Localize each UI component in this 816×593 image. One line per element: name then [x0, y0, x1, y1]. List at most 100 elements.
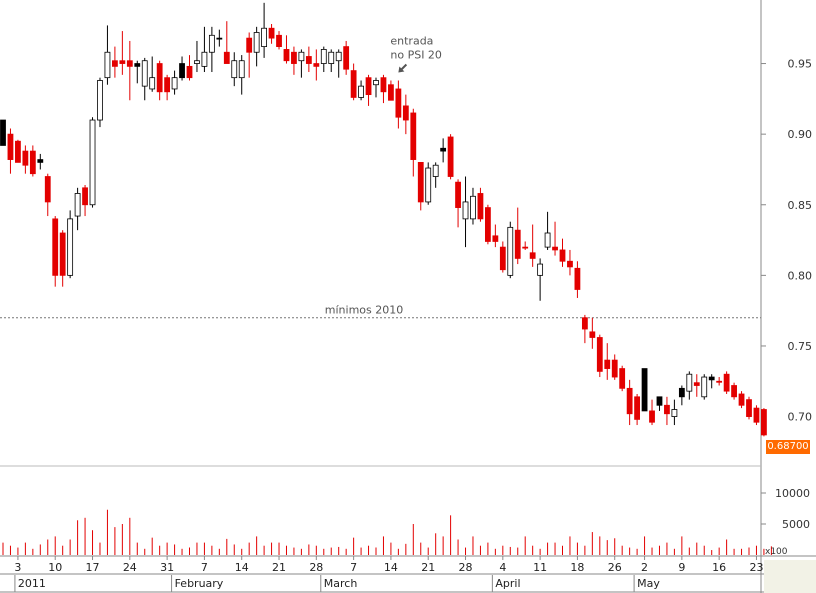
- candle-body: [723, 373, 730, 392]
- candle-body: [171, 77, 178, 90]
- candle-body: [484, 207, 491, 242]
- candle-body: [529, 252, 536, 259]
- candle-body: [738, 393, 745, 406]
- candle-body: [208, 34, 215, 53]
- candle-body: [649, 410, 655, 423]
- candle-body: [589, 331, 596, 338]
- candle-body: [52, 218, 59, 276]
- candle-body: [716, 380, 723, 383]
- candle-body: [626, 387, 633, 415]
- date-tick-label: 26: [608, 561, 622, 574]
- candle-body: [223, 51, 230, 64]
- date-tick-label: 10: [48, 561, 62, 574]
- date-tick-label: 24: [123, 561, 137, 574]
- candle-body: [507, 226, 514, 276]
- candle-body: [634, 396, 640, 420]
- candle-body: [417, 161, 424, 203]
- date-tick-label: 17: [86, 561, 100, 574]
- candle-body: [581, 317, 588, 330]
- candle-body: [313, 63, 320, 67]
- candle-body: [320, 49, 327, 64]
- volume-tick-label: 10000: [775, 487, 810, 500]
- date-tick-label: 4: [499, 561, 506, 574]
- annotation-arrowhead: [398, 66, 405, 73]
- candle-body: [410, 112, 417, 160]
- candle-body: [380, 77, 387, 93]
- candle-body: [470, 195, 476, 220]
- candle-body: [119, 60, 126, 64]
- candle-body: [216, 37, 223, 40]
- date-tick-label: 2: [641, 561, 648, 574]
- price-tick-label: 0.95: [788, 58, 813, 71]
- candle-body: [656, 396, 663, 406]
- candle-body: [514, 229, 521, 259]
- price-tick-label: 0.90: [788, 128, 813, 141]
- candle-body: [693, 382, 700, 386]
- candle-body: [462, 201, 469, 220]
- candle-body: [567, 260, 573, 268]
- candle-body: [731, 385, 737, 398]
- candle-body: [112, 60, 118, 67]
- month-label: May: [637, 577, 660, 590]
- candle-body: [350, 70, 357, 98]
- candle-body: [522, 246, 529, 249]
- candle-body: [753, 407, 760, 423]
- candle-body: [15, 140, 21, 163]
- price-tick-label: 0.75: [788, 340, 813, 353]
- candle-body: [44, 176, 51, 203]
- candle-body: [276, 34, 282, 48]
- candle-body: [305, 56, 312, 64]
- date-tick-label: 28: [309, 561, 323, 574]
- candle-body: [544, 232, 551, 248]
- date-tick-label: 31: [160, 561, 174, 574]
- annotation-text: entrada: [390, 34, 433, 47]
- date-tick-label: 9: [678, 561, 685, 574]
- candle-body: [447, 136, 454, 177]
- candle-body: [537, 263, 544, 276]
- month-label: March: [324, 577, 358, 590]
- candle-body: [0, 119, 6, 146]
- candle-body: [261, 27, 268, 48]
- candle-body: [432, 164, 439, 177]
- price-tick-label: 0.80: [788, 269, 813, 282]
- candle-body: [552, 246, 558, 251]
- candle-body: [559, 249, 566, 262]
- candle-body: [343, 46, 350, 70]
- volume-scale-label: x100: [765, 547, 788, 557]
- price-tick-label: 0.85: [788, 199, 813, 212]
- candle-body: [328, 51, 335, 64]
- candle-body: [477, 193, 484, 220]
- candle-body: [89, 119, 96, 206]
- candle-body: [701, 376, 708, 398]
- month-label: February: [175, 577, 224, 590]
- candle-body: [246, 37, 253, 53]
- candle-body: [761, 409, 767, 436]
- candle-body: [671, 409, 678, 417]
- candle-body: [492, 235, 499, 242]
- candle-body: [596, 337, 603, 372]
- last-price-tag: 0.68700: [766, 440, 810, 454]
- month-label: 2011: [18, 577, 46, 590]
- date-tick-label: 11: [533, 561, 547, 574]
- candle-body: [604, 359, 611, 369]
- date-tick-label: 23: [749, 561, 763, 574]
- candle-body: [126, 60, 133, 67]
- candle-body: [22, 150, 29, 166]
- date-tick-label: 14: [384, 561, 398, 574]
- candle-body: [373, 80, 379, 86]
- candle-body: [7, 133, 14, 160]
- candle-body: [253, 32, 260, 53]
- date-tick-label: 28: [459, 561, 473, 574]
- candle-body: [156, 63, 163, 93]
- price-tick-label: 0.70: [788, 411, 813, 424]
- candle-body: [395, 88, 402, 118]
- date-tick-label: 16: [712, 561, 726, 574]
- candle-body: [664, 404, 670, 415]
- candle-body: [186, 65, 193, 79]
- candle-body: [268, 27, 275, 39]
- corner-box: [764, 560, 816, 593]
- candle-body: [574, 267, 581, 290]
- date-tick-label: 18: [570, 561, 584, 574]
- candle-body: [365, 77, 372, 96]
